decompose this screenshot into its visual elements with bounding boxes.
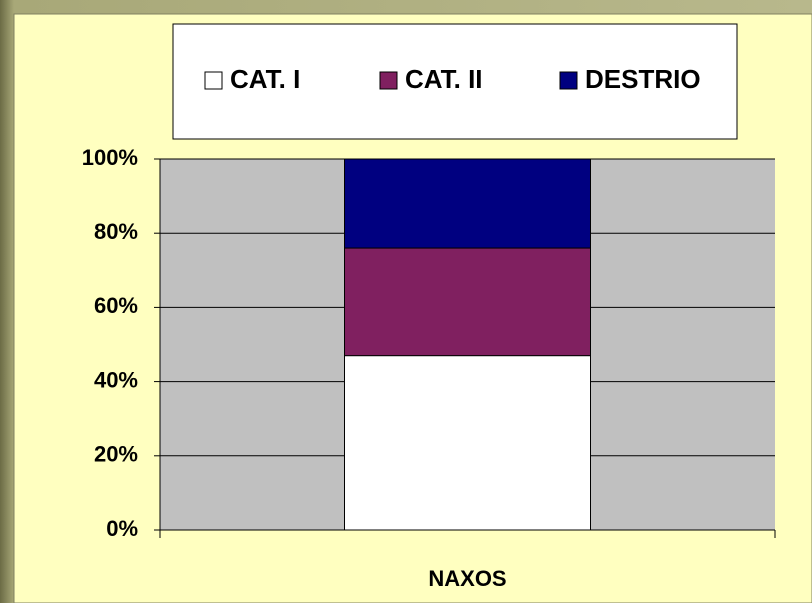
bar-segment <box>344 355 591 531</box>
y-tick-label: 40% <box>94 367 138 392</box>
legend-swatch <box>379 71 398 90</box>
legend-label: CAT. I <box>230 64 300 94</box>
legend-label: CAT. II <box>405 64 483 94</box>
legend-swatch <box>204 71 223 90</box>
bar-segment <box>344 158 591 249</box>
x-tick-label: NAXOS <box>428 566 506 591</box>
legend-swatch <box>559 71 578 90</box>
legend-label: DESTRIO <box>585 64 701 94</box>
legend-box <box>172 23 738 140</box>
bar-segment <box>344 247 591 357</box>
y-tick-label: 100% <box>82 145 138 170</box>
y-tick-label: 60% <box>94 293 138 318</box>
y-tick-label: 80% <box>94 219 138 244</box>
y-tick-label: 0% <box>106 516 138 541</box>
y-tick-label: 20% <box>94 442 138 467</box>
